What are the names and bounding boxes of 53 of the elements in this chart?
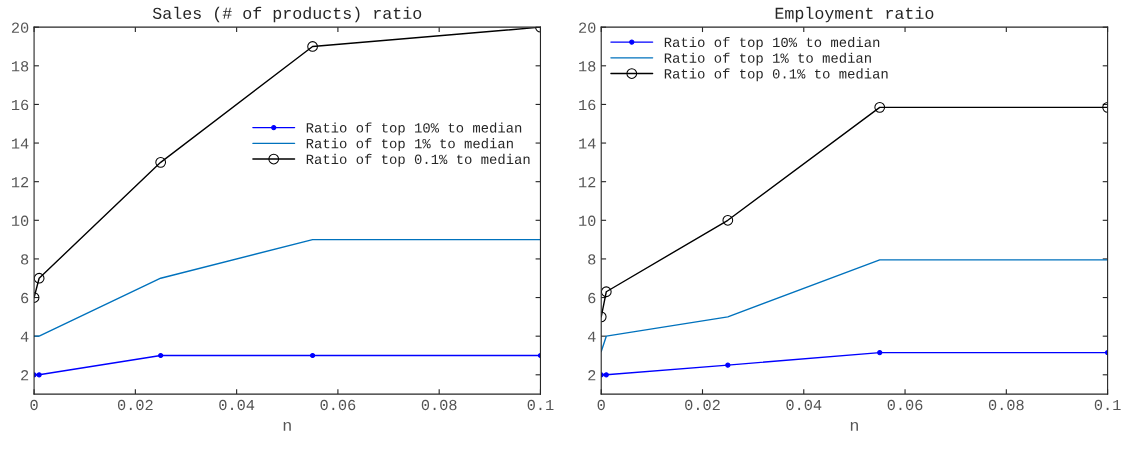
y-tick-label: 16 <box>579 99 596 111</box>
y-tick-label: 12 <box>579 176 596 188</box>
y-tick-label: 20 <box>579 22 596 33</box>
legend-label: Ratio of top 1% to median <box>664 52 871 66</box>
chart-title: Employment ratio <box>775 6 934 23</box>
x-tick-label: 0.08 <box>988 399 1024 411</box>
point <box>874 101 886 113</box>
y-tick-label: 16 <box>11 99 29 111</box>
x-tick-label: 0 <box>30 399 38 411</box>
legend-label: Ratio of top 1% to median <box>306 138 513 152</box>
x-tick-label: 0.1 <box>527 399 554 411</box>
point <box>34 272 45 284</box>
y-tick-label: 20 <box>11 22 29 33</box>
point <box>309 352 316 359</box>
y-tick-label: 4 <box>20 331 29 342</box>
x-tick-label: 0.02 <box>685 399 720 411</box>
x-tick-label: 0.04 <box>786 399 822 411</box>
chart-title: Sales (# of products) ratio <box>152 6 422 23</box>
point <box>722 214 734 226</box>
y-tick-label: 14 <box>579 138 596 149</box>
y-tick-label: 2 <box>588 370 596 381</box>
y-tick-label: 6 <box>588 292 596 304</box>
point <box>725 362 731 368</box>
y-tick-label: 8 <box>588 254 596 265</box>
y-tick-label: 10 <box>579 215 596 226</box>
y-tick-label: 18 <box>579 61 596 72</box>
y-tick-label: 14 <box>11 138 29 149</box>
y-tick-label: 10 <box>11 215 29 226</box>
y-tick-label: 6 <box>21 292 29 304</box>
x-axis-title: n <box>283 421 291 431</box>
y-tick-label: 4 <box>587 331 596 342</box>
legend-label: Ratio of top 10% to median <box>306 122 522 136</box>
y-tick-label: 2 <box>21 370 29 381</box>
point <box>601 286 612 298</box>
y-tick-label: 18 <box>11 61 29 72</box>
point <box>155 156 167 168</box>
x-tick-label: 0.08 <box>421 399 457 411</box>
x-tick-label: 0.02 <box>117 399 153 411</box>
y-tick-label: 12 <box>11 176 29 188</box>
legend-label: Ratio of top 0.1% to median <box>664 68 888 82</box>
line-series <box>601 259 1108 353</box>
x-axis-title: n <box>850 421 858 431</box>
x-tick-label: 0.1 <box>1094 399 1121 411</box>
x-tick-label: 0.04 <box>219 399 255 411</box>
point <box>307 41 318 52</box>
x-tick-label: 0.06 <box>320 399 356 411</box>
point <box>877 349 883 356</box>
point <box>158 352 164 359</box>
legend-label: Ratio of top 10% to median <box>664 36 880 50</box>
x-tick-label: 0.06 <box>887 399 923 411</box>
y-tick-label: 8 <box>21 254 29 265</box>
legend-label: Ratio of top 0.1% to median <box>306 153 530 167</box>
x-tick-label: 0 <box>597 399 605 411</box>
